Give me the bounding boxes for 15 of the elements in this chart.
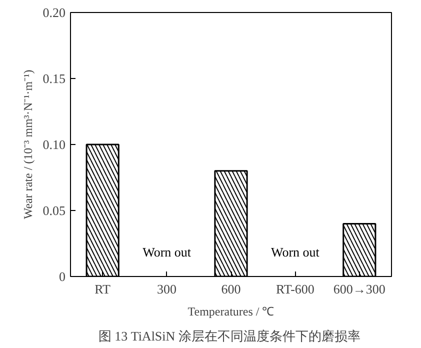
y-axis-title: Wear rate / (10⁻³ mm³·N⁻¹·m⁻¹) [20,70,35,220]
y-tick-label: 0.20 [42,5,66,20]
annotation: Worn out [142,244,192,260]
y-tick-label: 0.15 [42,71,66,86]
x-tick-label: RT-600 [276,282,314,296]
caption: 图 13 TiAlSiN 涂层在不同温度条件下的磨损率 [98,328,360,344]
y-tick-label: 0.10 [42,137,66,152]
x-tick-label: 300 [157,282,177,296]
annotation: Worn out [270,244,320,260]
x-tick-label: 600→300 [333,282,386,296]
x-axis-title: Temperatures / ℃ [188,304,274,318]
y-tick-label: 0.05 [42,203,66,218]
x-tick-label: RT [94,282,111,296]
y-tick-label: 0 [59,269,66,284]
x-tick-label: 600 [221,282,241,296]
